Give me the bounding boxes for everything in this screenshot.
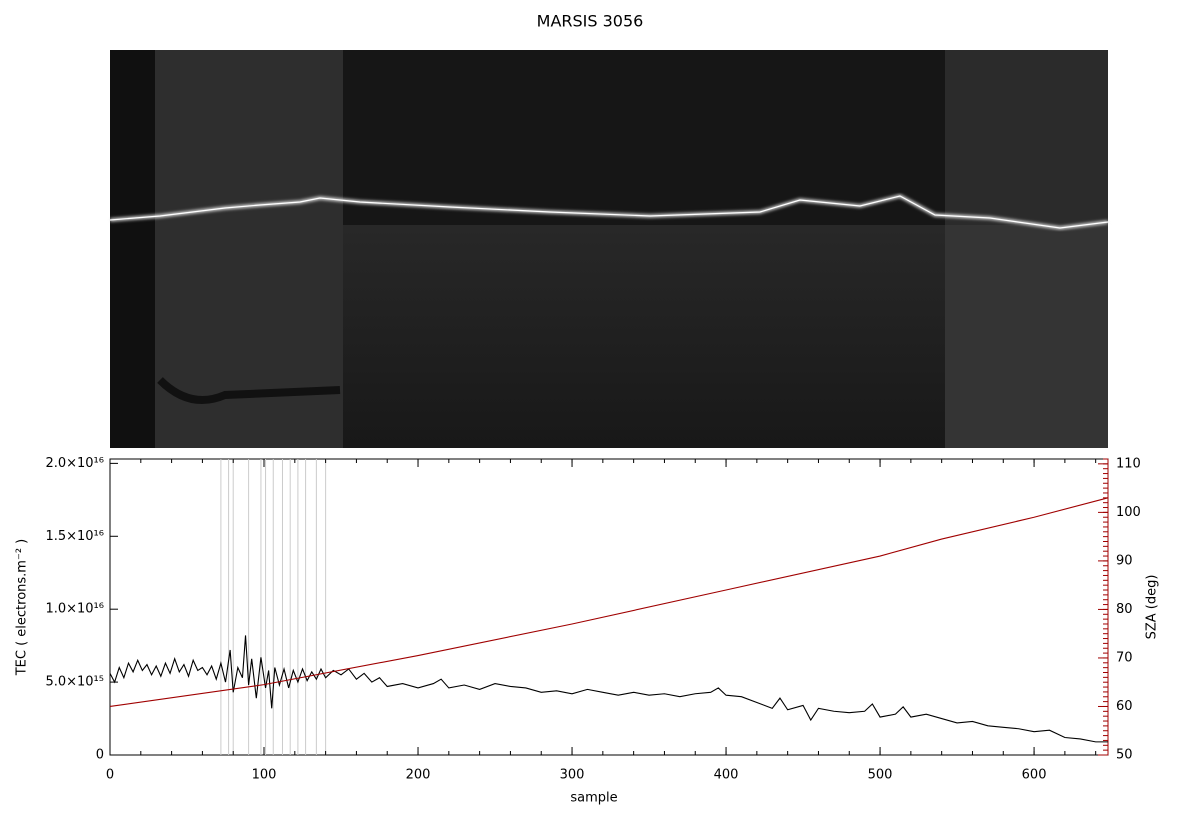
y2-tick-label: 70 (1116, 650, 1133, 665)
radargram (109, 50, 1109, 448)
y2-axis-label: SZA (deg) (1145, 575, 1160, 640)
x-tick-label: 500 (868, 768, 893, 783)
series-line (109, 497, 1109, 708)
chart-title: MARSIS 3056 (537, 12, 644, 31)
y-tick-label: 0 (96, 748, 104, 763)
y-tick-label: 2.0×10¹⁶ (45, 456, 104, 471)
y-tick-label: 5.0×10¹⁵ (45, 675, 104, 690)
y2-tick-label: 60 (1116, 699, 1133, 714)
y2-tick-label: 80 (1116, 602, 1133, 617)
x-tick-label: 100 (252, 768, 277, 783)
series-line (109, 635, 1108, 743)
y2-tick-label: 110 (1116, 456, 1141, 471)
y-tick-label: 1.0×10¹⁶ (45, 602, 104, 617)
x-tick-label: 200 (406, 768, 431, 783)
y2-tick-label: 50 (1116, 748, 1133, 763)
x-tick-label: 0 (106, 768, 114, 783)
x-tick-label: 300 (560, 768, 585, 783)
x-tick-label: 400 (714, 768, 739, 783)
y2-tick-label: 100 (1116, 505, 1141, 520)
y-tick-label: 1.5×10¹⁶ (45, 529, 104, 544)
x-axis-label: sample (570, 791, 617, 806)
y2-tick-label: 90 (1116, 553, 1133, 568)
plot-frame (109, 458, 1109, 756)
y-axis-label: TEC ( electrons.m⁻² ) (15, 539, 30, 677)
x-tick-label: 600 (1022, 768, 1047, 783)
